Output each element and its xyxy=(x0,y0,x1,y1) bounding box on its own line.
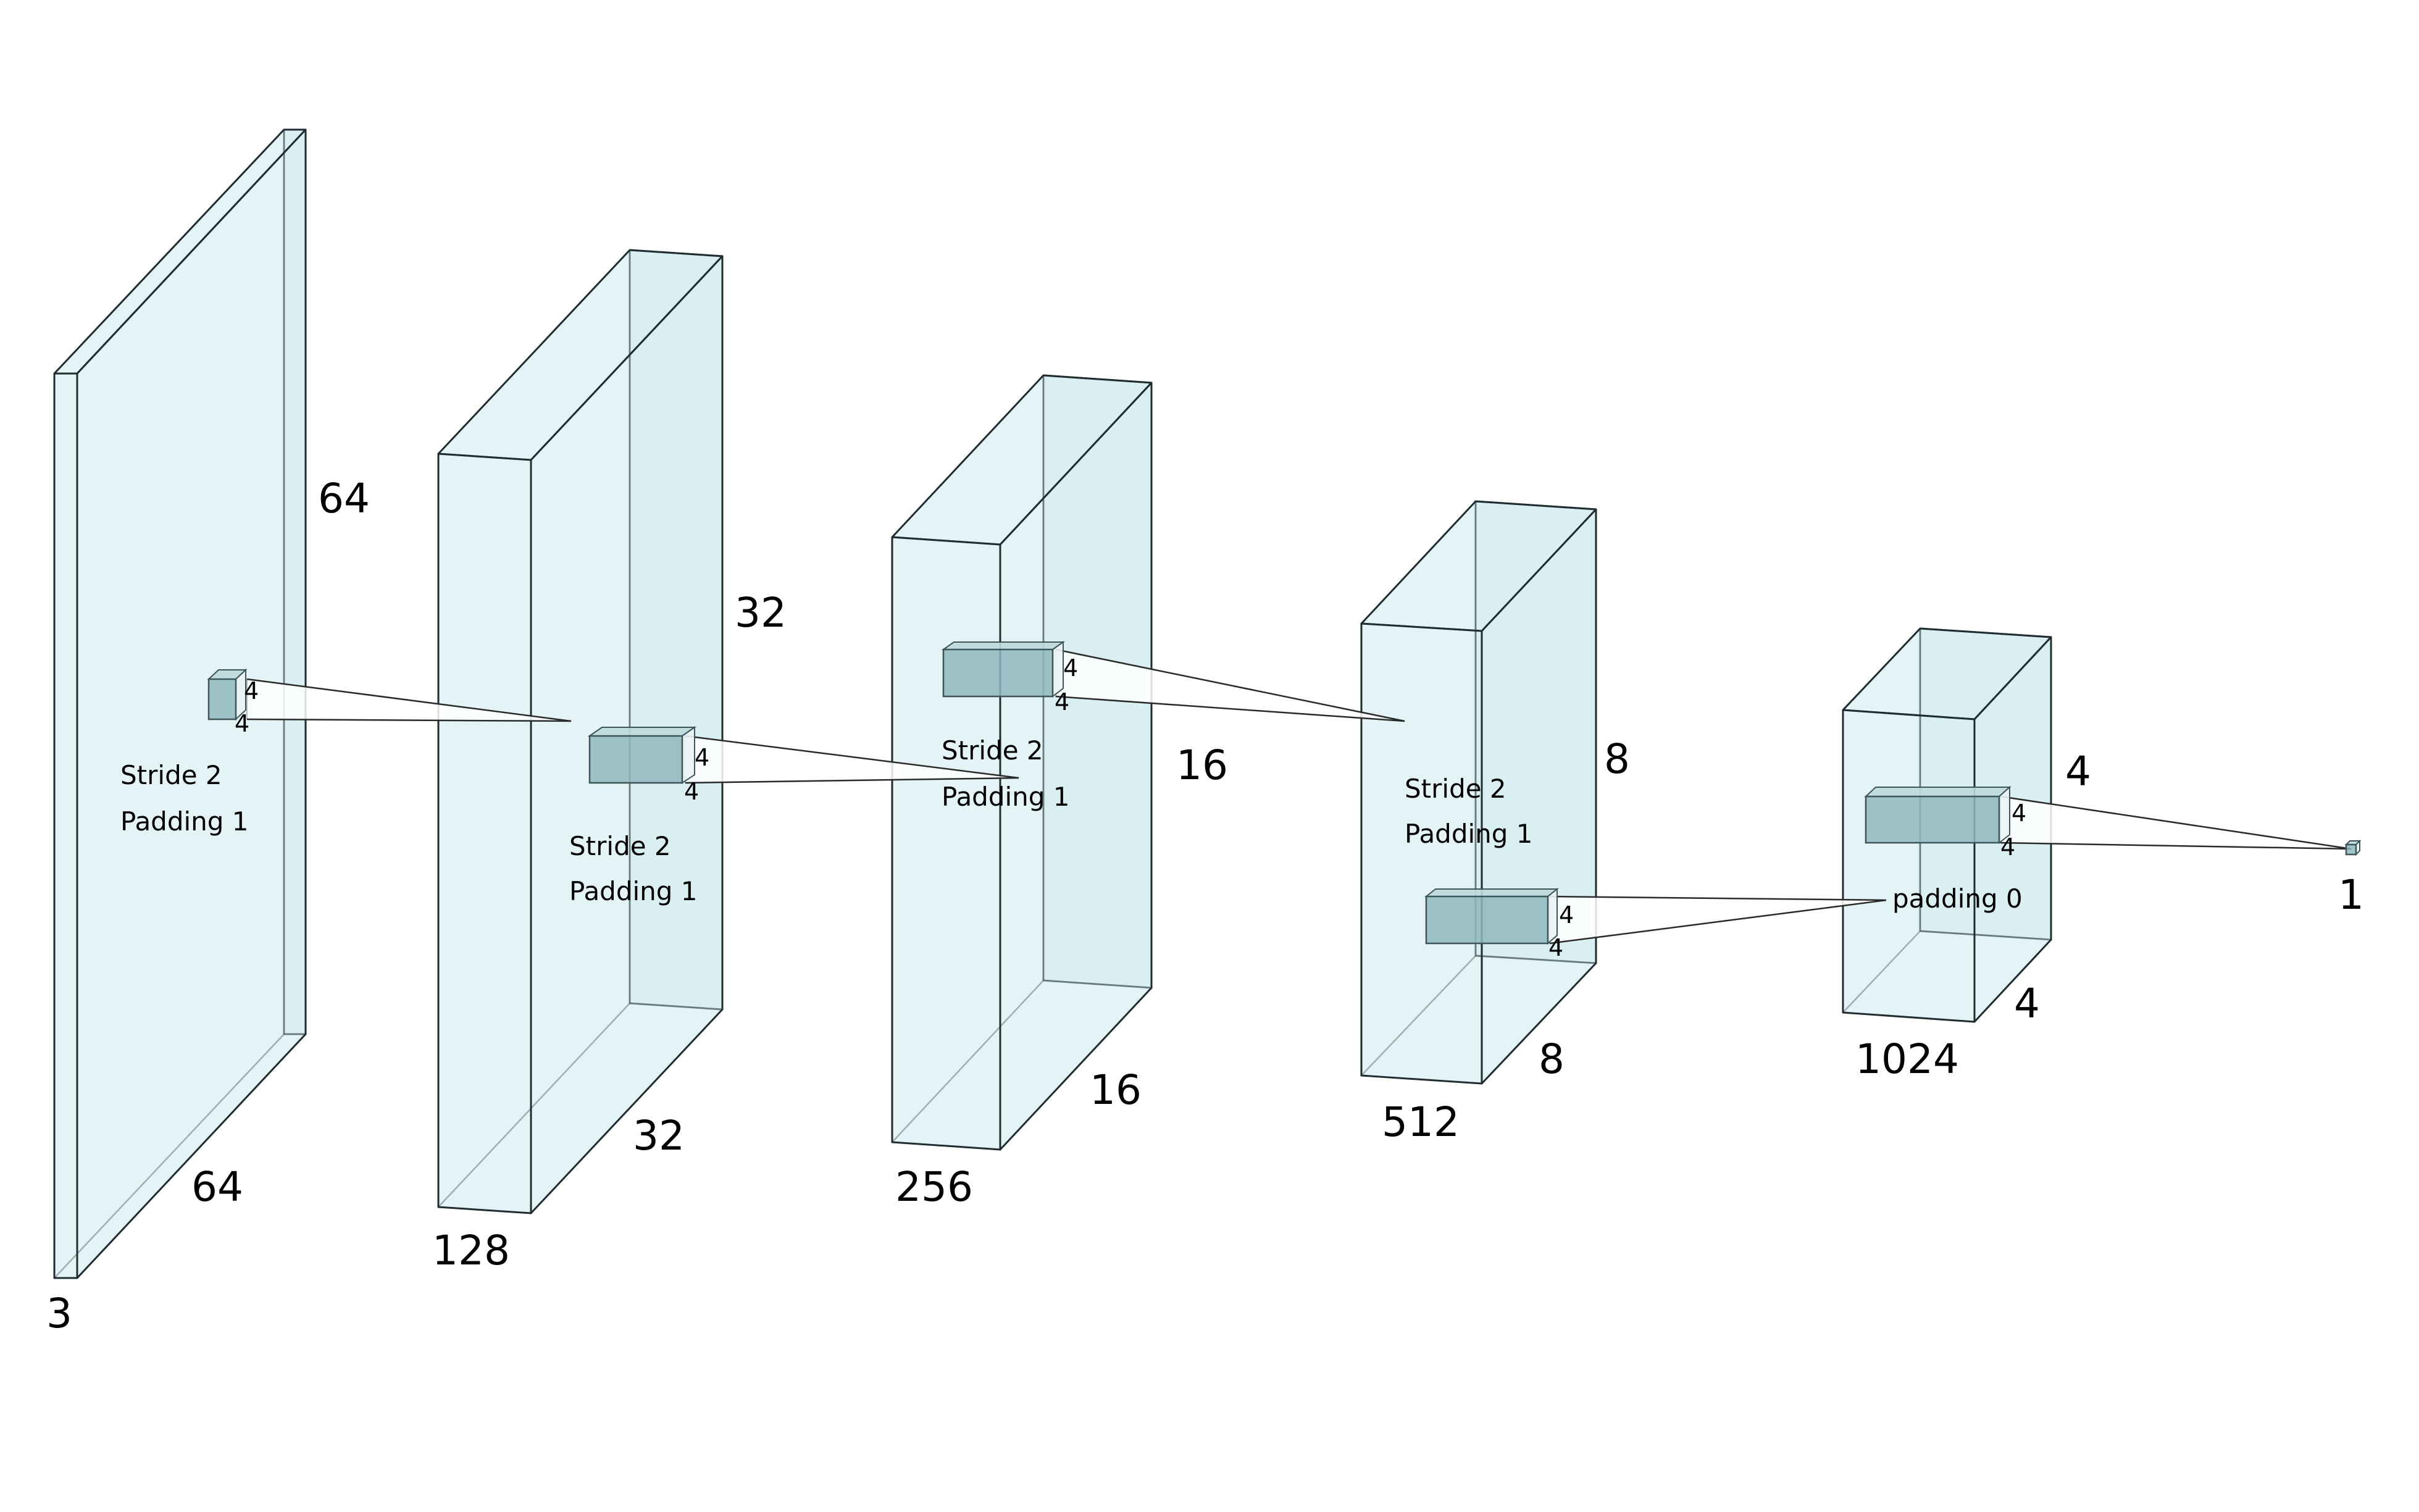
conv-1-stride-label: Stride 2 xyxy=(120,760,222,790)
conv-4-projection xyxy=(1549,895,1887,945)
conv-4-stride-label: Stride 2 xyxy=(1405,774,1506,804)
layer-1-height-label: 64 xyxy=(318,475,370,522)
conv-5-padding-label: padding 0 xyxy=(1892,883,2023,914)
layer-1-width-label: 64 xyxy=(191,1163,243,1211)
conv-5-projection xyxy=(2000,795,2352,850)
conv-3-kernel-height-label: 4 xyxy=(1063,654,1078,682)
conv-5-kernel-width-label: 4 xyxy=(2000,833,2015,861)
layer-1-front-face xyxy=(53,372,78,1279)
conv-5-kernel xyxy=(1864,785,2012,845)
layer-3-channels-label: 256 xyxy=(895,1163,973,1211)
layer-4-height-label: 8 xyxy=(1604,735,1630,783)
layer-5-front-face xyxy=(1842,709,1976,1023)
layer-1-hidden-edges xyxy=(54,130,285,1279)
output-unit xyxy=(2344,839,2362,856)
layer-2-hidden-edges xyxy=(438,250,631,1208)
conv-1-padding-label: Padding 1 xyxy=(120,806,249,837)
layer-2-width-label: 32 xyxy=(633,1112,685,1159)
layer-5-height-label: 4 xyxy=(2065,748,2091,795)
layer-3-hidden-edges xyxy=(892,375,1045,1143)
conv-3-padding-label: Padding 1 xyxy=(942,782,1070,812)
conv-1-kernel-height-label: 4 xyxy=(244,677,259,704)
conv-2-stride-label: Stride 2 xyxy=(569,831,671,861)
layer-2-height-label: 32 xyxy=(735,589,787,637)
conv-4-kernel xyxy=(1424,887,1559,945)
output-channels-label: 1 xyxy=(2338,871,2364,919)
conv-4-kernel-width-label: 4 xyxy=(1548,934,1563,961)
layer-3-width-label: 16 xyxy=(1090,1066,1142,1114)
layer-3-front-face xyxy=(891,536,1001,1151)
conv-4-padding-label: Padding 1 xyxy=(1405,819,1533,849)
layer-block-1 xyxy=(53,128,307,1279)
conv-3-kernel xyxy=(941,641,1066,698)
conv-1-projection xyxy=(246,678,572,722)
layer-3-hidden-edge-bottom xyxy=(1043,979,1152,989)
conv-3-kernel-width-label: 4 xyxy=(1055,688,1069,716)
conv-2-kernel-height-label: 4 xyxy=(695,744,709,771)
layer-4-width-label: 8 xyxy=(1539,1035,1565,1083)
conv-3-stride-label: Stride 2 xyxy=(942,735,1043,766)
layer-4-front-face xyxy=(1360,622,1483,1085)
layer-1-channels-label: 3 xyxy=(46,1290,72,1337)
layer-5-hidden-edges xyxy=(1842,629,1921,1013)
layer-4-hidden-edge-bottom xyxy=(1475,954,1597,964)
layer-3-height-label: 16 xyxy=(1176,741,1228,789)
conv-2-padding-label: Padding 1 xyxy=(569,876,698,906)
layer-2-hidden-edge-bottom xyxy=(629,1002,723,1011)
conv-4-kernel-height-label: 4 xyxy=(1559,901,1574,929)
layer-2-front-face xyxy=(437,453,532,1214)
layer-4-channels-label: 512 xyxy=(1382,1098,1460,1146)
layer-2-channels-label: 128 xyxy=(432,1227,510,1274)
conv-5-kernel-height-label: 4 xyxy=(2012,800,2026,827)
layer-5-width-label: 4 xyxy=(2014,980,2040,1027)
conv-2-kernel-width-label: 4 xyxy=(684,778,699,805)
conv-1-kernel xyxy=(207,668,248,721)
conv-1-kernel-width-label: 4 xyxy=(235,710,249,737)
layer-5-hidden-edge-bottom xyxy=(1920,930,2052,941)
conv-2-kernel xyxy=(587,726,697,784)
layer-4-hidden-edges xyxy=(1361,501,1477,1076)
layer-5-channels-label: 1024 xyxy=(1855,1035,1959,1083)
